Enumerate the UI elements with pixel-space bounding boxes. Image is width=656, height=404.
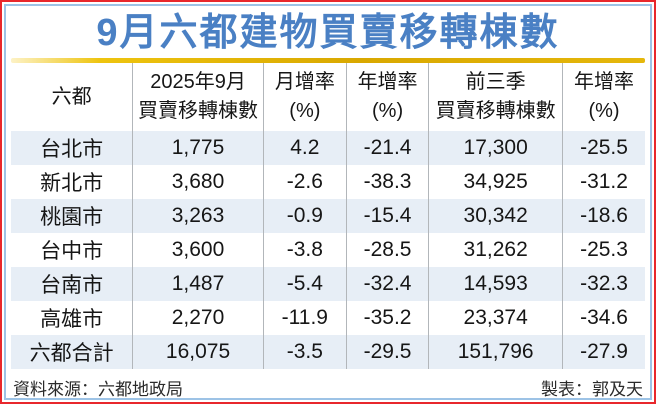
table-row-total: 六都合計 16,075 -3.5 -29.5 151,796 -27.9 xyxy=(11,335,645,369)
header-label: 買賣移轉棟數 xyxy=(435,100,556,122)
value-cell: 17,300 xyxy=(428,131,564,165)
value-cell: -32.3 xyxy=(580,272,628,295)
value-cell: -32.4 xyxy=(346,267,430,301)
col-header-sep-volume: 2025年9月 買賣移轉棟數 xyxy=(132,63,264,131)
table-row-taipei: 台北市 1,775 4.2 -21.4 17,300 -25.5 xyxy=(11,131,645,165)
value-cell: -0.9 xyxy=(263,199,347,233)
value-cell: 1,775 xyxy=(132,131,264,165)
table-header: 六都 2025年9月 買賣移轉棟數 月增率 (%) 年增率 (%) xyxy=(11,63,645,131)
city-cell: 台南市 xyxy=(11,267,134,301)
source-note: 資料來源：六都地政局 xyxy=(13,380,183,399)
city-cell: 台中市 xyxy=(11,233,134,267)
value-cell: 3,680 xyxy=(132,165,264,199)
value-cell: 4.2 xyxy=(263,131,347,165)
table-row-taoyuan: 桃園市 3,263 -0.9 -15.4 30,342 -18.6 xyxy=(11,199,645,233)
footer: 資料來源：六都地政局 製表：郭及天 xyxy=(9,369,647,399)
value-cell: -28.5 xyxy=(346,233,430,267)
value-cell: -21.4 xyxy=(346,131,430,165)
header-label: 買賣移轉棟數 xyxy=(138,100,259,122)
table-row-new-taipei: 新北市 3,680 -2.6 -38.3 34,925 -31.2 xyxy=(11,165,645,199)
title-underline-bar xyxy=(11,58,645,63)
col-header-mom-rate: 月增率 (%) xyxy=(263,63,347,131)
city-cell: 新北市 xyxy=(11,165,134,199)
col-header-city: 六都 xyxy=(11,63,134,131)
value-cell: -11.9 xyxy=(263,301,347,335)
data-table: 六都 2025年9月 買賣移轉棟數 月增率 (%) 年增率 (%) xyxy=(11,63,645,369)
header-label: 前三季 xyxy=(465,71,526,93)
city-cell: 六都合計 xyxy=(11,335,134,369)
value-cell: 14,593 xyxy=(428,267,564,301)
header-label: (%) xyxy=(372,100,404,122)
inner-frame: 9月六都建物買賣移轉棟數 六都 2025年9月 買賣移轉棟數 xyxy=(4,4,652,400)
col-header-q1q3-volume: 前三季 買賣移轉棟數 xyxy=(428,63,564,131)
value-cell: -35.2 xyxy=(346,301,430,335)
credit-note: 製表：郭及天 xyxy=(541,380,643,399)
table-row-taichung: 台中市 3,600 -3.8 -28.5 31,262 -25.3 xyxy=(11,233,645,267)
header-label: 年增率 xyxy=(357,71,418,93)
city-cell: 高雄市 xyxy=(11,301,134,335)
value-cell: -29.5 xyxy=(346,335,430,369)
value-cell: 3,263 xyxy=(132,199,264,233)
header-row: 六都 2025年9月 買賣移轉棟數 月增率 (%) 年增率 (%) xyxy=(11,63,645,131)
city-cell: 桃園市 xyxy=(11,199,134,233)
value-cell: -2.6 xyxy=(263,165,347,199)
value-cell: -27.9 xyxy=(580,340,628,363)
value-cell: -15.4 xyxy=(346,199,430,233)
value-cell: 34,925 xyxy=(428,165,564,199)
value-cell: 16,075 xyxy=(132,335,264,369)
value-cell: 1,487 xyxy=(132,267,264,301)
value-cell: -34.6 xyxy=(580,306,628,329)
col-header-q1q3-yoy-rate: 年增率 (%) xyxy=(562,63,645,131)
header-label: 年增率 xyxy=(574,71,635,93)
header-label: 2025年9月 xyxy=(150,71,246,93)
value-cell: -38.3 xyxy=(346,165,430,199)
header-label: (%) xyxy=(588,100,620,122)
value-cell: 23,374 xyxy=(428,301,564,335)
table-body: 台北市 1,775 4.2 -21.4 17,300 -25.5 新北市 3,6… xyxy=(11,131,645,369)
value-cell: -3.5 xyxy=(263,335,347,369)
table-row-tainan: 台南市 1,487 -5.4 -32.4 14,593 -32.3 xyxy=(11,267,645,301)
value-cell: -31.2 xyxy=(580,170,628,193)
value-cell: -3.8 xyxy=(263,233,347,267)
table-row-kaohsiung: 高雄市 2,270 -11.9 -35.2 23,374 -34.6 xyxy=(11,301,645,335)
value-cell: 3,600 xyxy=(132,233,264,267)
header-label: (%) xyxy=(289,100,321,122)
value-cell: 30,342 xyxy=(428,199,564,233)
header-label: 六都 xyxy=(51,85,92,108)
city-cell: 台北市 xyxy=(11,131,134,165)
value-cell: 31,262 xyxy=(428,233,564,267)
value-cell: 151,796 xyxy=(428,335,564,369)
value-cell: -18.6 xyxy=(580,204,628,227)
value-cell: 2,270 xyxy=(132,301,264,335)
page-title: 9月六都建物買賣移轉棟數 xyxy=(96,12,560,54)
value-cell: -5.4 xyxy=(263,267,347,301)
col-header-yoy-rate: 年增率 (%) xyxy=(346,63,430,131)
value-cell: -25.3 xyxy=(580,238,628,261)
value-cell: -25.5 xyxy=(580,136,628,159)
header-label: 月增率 xyxy=(274,71,335,93)
